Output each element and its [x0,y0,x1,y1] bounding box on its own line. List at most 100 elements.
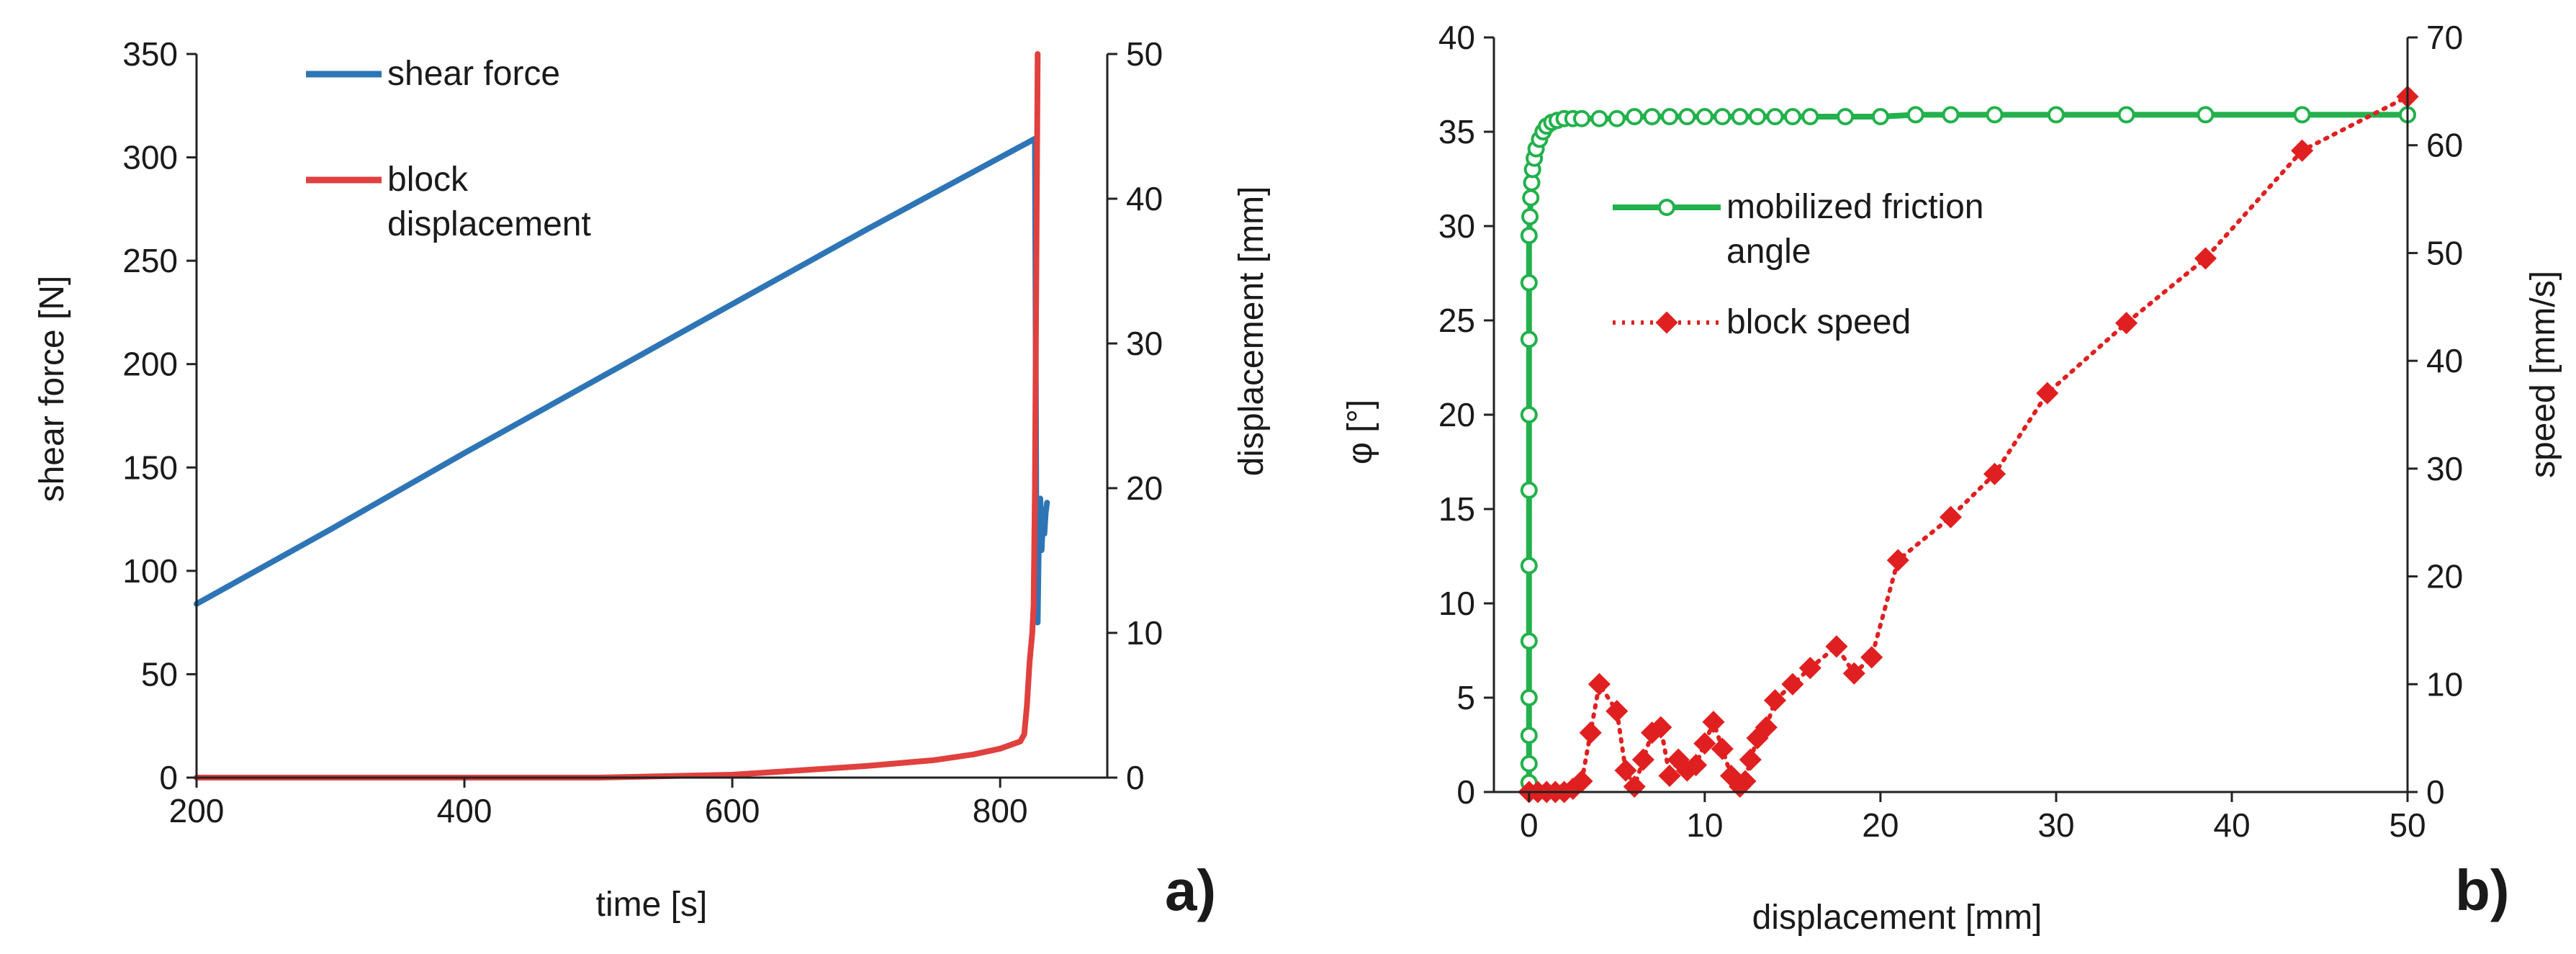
panel-a-chart: 200 400 600 800 0 50 100 150 200 250 300 350 0 10 20 30… [33,35,1271,924]
panel-b-point-mobilized-friction-angle [1520,274,1538,292]
panel-b-point-block-speed [1798,657,1821,680]
panel-a-y-left-tick-label: 300 [122,139,178,176]
panel-b-point-block-speed [1734,770,1757,793]
panel-b-point-block-speed [1588,672,1611,696]
panel-b-legend-label-friction-angle-line1: mobilized friction [1726,188,1983,226]
panel-b-point-block-speed [1983,462,2007,485]
panel-b-point-mobilized-friction-angle [1520,481,1538,499]
panel-b-y-right-tick-label: 30 [2426,450,2463,487]
panel-b-legend-label-block-speed: block speed [1726,303,1911,341]
panel-b-y-right-tick-label: 50 [2426,234,2463,271]
panel-b-point-mobilized-friction-angle [1661,108,1678,125]
panel-b-y-axis-label-left: φ [°] [1341,400,1379,464]
panel-b-point-block-speed [1860,646,1883,669]
panel-a-series-line-block-displacement [194,51,1041,780]
panel-b-legend-marker-block-speed [1655,311,1678,334]
panel-a-y-right-tick-label: 20 [1126,469,1163,507]
panel-b-x-tick-label: 0 [1520,806,1539,844]
panel-b-point-mobilized-friction-angle [1520,689,1538,706]
panel-a-y-axis-label-left: shear force [N] [33,276,71,503]
panel-b-point-block-speed [1579,721,1602,744]
panel-b-y-left-tick-label: 0 [1456,773,1475,811]
panel-b-point-mobilized-friction-angle [1713,108,1731,125]
panel-b-y-left-tick-label: 40 [1438,19,1475,56]
panel-a-y-left-tick-label: 200 [122,346,178,383]
panel-b-point-mobilized-friction-angle [2047,106,2065,124]
panel-a-y-axis-label-right: displacement [mm] [1233,186,1271,477]
panel-a-tick-labels: 200 400 600 800 0 50 100 150 200 250 300 350 0 10 20 30… [122,35,1163,829]
panel-b-point-mobilized-friction-angle [1749,108,1767,125]
panel-b-y-left-tick-label: 20 [1438,396,1475,433]
panel-b-point-mobilized-friction-angle [1678,108,1696,125]
panel-b-point-block-speed [1570,770,1593,793]
panel-b-point-mobilized-friction-angle [1520,755,1538,773]
panel-b-axes [1484,36,2418,802]
panel-b-point-mobilized-friction-angle [1520,227,1538,245]
panel-b-point-block-speed [1781,672,1804,696]
panel-b-point-block-speed [2194,247,2217,270]
panel-b-y-right-tick-label: 20 [2426,558,2463,595]
panel-b-y-left-tick-label: 5 [1456,679,1475,716]
panel-b-point-mobilized-friction-angle [1643,108,1661,125]
panel-b-point-mobilized-friction-angle [1837,108,1855,125]
panel-b-tick-labels: 0 10 20 30 40 5005101520253035400102030405060… [1438,19,2463,844]
panel-b-point-mobilized-friction-angle [1986,106,2004,124]
panel-b-point-block-speed [1739,748,1762,771]
panel-b-point-block-speed [1693,732,1716,755]
panel-b-legend: mobilized friction angle block speed [1613,188,1994,341]
panel-b-point-block-speed [1685,754,1708,777]
panel-a-x-tick-label: 400 [437,792,492,829]
panel-b-point-block-speed [1886,549,1909,572]
panel-b-y-right-tick-label: 70 [2426,19,2463,56]
panel-b-point-block-speed [2115,312,2138,335]
panel-b-chart: 0 10 20 30 40 5005101520253035400102030405060… [1341,19,2562,937]
panel-a-y-right-tick-label: 30 [1126,325,1163,362]
panel-b-y-right-tick-label: 40 [2426,342,2463,379]
panel-b-x-axis-label: displacement [mm] [1752,899,2043,937]
panel-b-point-mobilized-friction-angle [1942,106,1960,124]
panel-b-y-left-tick-label: 35 [1438,113,1475,150]
panel-b-point-mobilized-friction-angle [1520,330,1538,348]
panel-a-y-left-tick-label: 100 [122,552,178,590]
panel-b-point-mobilized-friction-angle [1520,406,1538,423]
panel-b-legend-label-friction-angle-line2: angle [1726,233,1811,271]
panel-b-point-mobilized-friction-angle [1766,108,1784,125]
panel-b-x-tick-label: 10 [1686,806,1723,844]
panel-b-y-axis-label-right: speed [mm/s] [2524,271,2562,478]
panel-b-point-mobilized-friction-angle [1573,109,1590,127]
panel-b-point-block-speed [1755,716,1778,739]
panel-b-point-block-speed [1825,635,1848,658]
panel-a-x-axis-label: time [s] [596,886,708,924]
panel-b-x-tick-label: 40 [2213,806,2250,844]
panel-b-point-block-speed [1606,700,1629,723]
panel-b-point-block-speed [1842,662,1865,685]
panel-b-point-mobilized-friction-angle [1521,207,1539,225]
panel-a-y-right-tick-label: 10 [1126,614,1163,652]
panel-a-y-right-tick-label: 50 [1126,35,1163,73]
panel-b-point-mobilized-friction-angle [1520,557,1538,575]
panel-b-legend-marker-friction-angle [1658,199,1675,216]
panel-b-y-left-tick-label: 15 [1438,490,1475,528]
panel-b-y-left-tick-label: 25 [1438,302,1475,339]
panel-b-point-block-speed [1658,764,1681,788]
panel-a-legend-label-block-displacement: block displacement [387,161,591,243]
panel-b-legend-label-friction-angle: mobilized friction angle [1726,188,1994,271]
panel-a-y-left-tick-label: 50 [141,655,178,693]
panel-b-point-mobilized-friction-angle [1801,108,1819,125]
panel-b-point-mobilized-friction-angle [2197,106,2215,124]
panel-a-y-right-tick-label: 0 [1126,759,1145,796]
panel-b-x-tick-label: 50 [2389,806,2426,844]
panel-a-y-left-tick-label: 0 [159,759,178,796]
panel-b-point-mobilized-friction-angle [1522,189,1540,207]
panel-b-point-block-speed [1631,748,1654,771]
panel-b-point-block-speed [1614,759,1637,782]
panel-b-y-right-tick-label: 10 [2426,665,2463,703]
panel-b-point-mobilized-friction-angle [1608,109,1626,127]
panel-a-legend: shear force block displacement [306,55,591,243]
panel-b-y-right-tick-label: 0 [2426,773,2445,811]
panel-a-x-tick-label: 600 [705,792,760,829]
panel-b-point-mobilized-friction-angle [2293,106,2311,124]
panel-b-point-mobilized-friction-angle [1731,108,1749,125]
panel-b-y-right-tick-label: 60 [2426,127,2463,164]
